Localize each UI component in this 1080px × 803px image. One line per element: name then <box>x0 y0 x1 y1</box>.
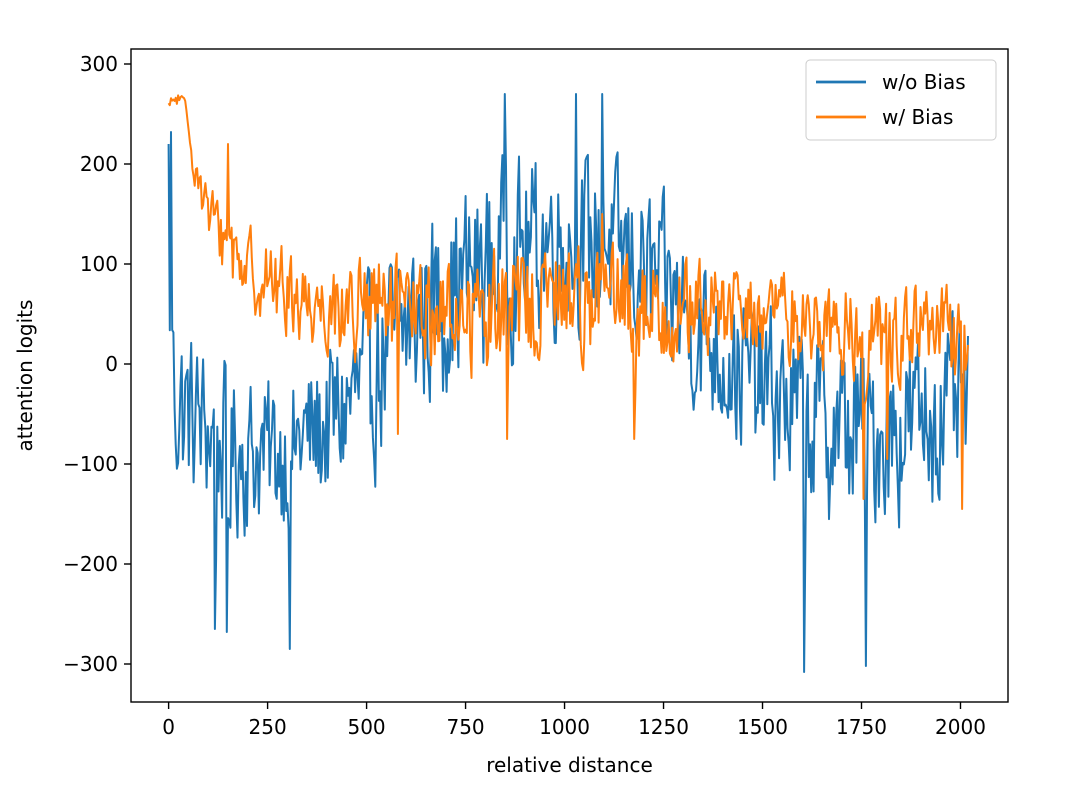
x-tick-label: 2000 <box>935 715 986 739</box>
y-axis: −300 −200 −100 0 100 200 300 <box>63 52 131 676</box>
y-tick-label: 200 <box>80 152 118 176</box>
y-tick-label: 0 <box>105 352 118 376</box>
legend: w/o Bias w/ Bias <box>805 59 997 141</box>
x-tick-label: 1250 <box>638 715 689 739</box>
y-tick-label: −100 <box>63 452 118 476</box>
x-axis: 0 250 500 750 1000 1250 1500 1750 2000 <box>162 702 986 739</box>
x-tick-label: 1000 <box>539 715 590 739</box>
legend-box <box>805 59 997 141</box>
x-tick-label: 1500 <box>737 715 788 739</box>
y-tick-label: 100 <box>80 252 118 276</box>
legend-label-w-bias: w/ Bias <box>882 105 953 129</box>
x-tick-label: 750 <box>446 715 484 739</box>
x-tick-label: 1750 <box>836 715 887 739</box>
y-tick-label: −200 <box>63 552 118 576</box>
legend-label-wo-bias: w/o Bias <box>882 70 966 94</box>
series-line-w-bias <box>167 94 969 510</box>
y-tick-label: −300 <box>63 652 118 676</box>
plot-area <box>131 49 1008 702</box>
x-tick-label: 500 <box>347 715 385 739</box>
series-layer <box>167 93 969 673</box>
x-tick-label: 250 <box>249 715 287 739</box>
plot-frame <box>130 48 1009 703</box>
x-axis-title: relative distance <box>486 753 653 777</box>
y-tick-label: 300 <box>80 52 118 76</box>
x-tick-label: 0 <box>162 715 175 739</box>
y-axis-title: attention logits <box>13 300 37 452</box>
